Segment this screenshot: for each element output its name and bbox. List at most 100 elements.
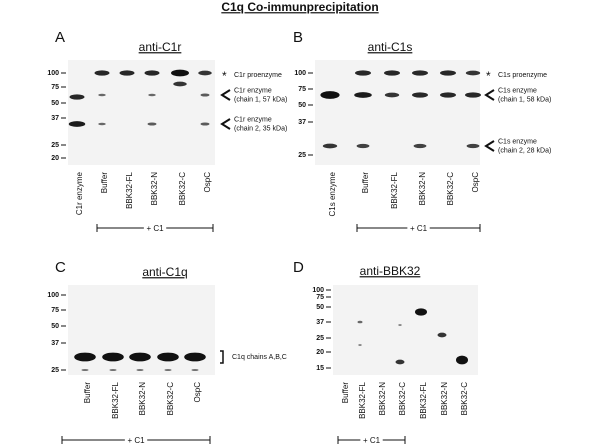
band bbox=[119, 70, 135, 76]
marker-label: 25 bbox=[51, 142, 59, 149]
marker-label: 15 bbox=[316, 365, 324, 372]
band bbox=[466, 143, 480, 149]
group-label: + C1 bbox=[146, 224, 164, 233]
panel-letter: C bbox=[55, 259, 66, 276]
band bbox=[440, 70, 456, 76]
band bbox=[157, 352, 179, 362]
annotation-text: C1q chains A,B,C bbox=[232, 354, 287, 361]
band bbox=[412, 70, 428, 76]
band bbox=[354, 92, 372, 98]
panel-letter: A bbox=[55, 29, 65, 46]
band bbox=[356, 143, 370, 149]
lane-label: C1s enzyme bbox=[328, 171, 337, 216]
panel-title: anti-C1q bbox=[142, 265, 187, 279]
panel-title: anti-C1r bbox=[139, 40, 182, 54]
band bbox=[456, 355, 468, 365]
arrow bbox=[220, 118, 231, 130]
annotation-text: (chain 2, 28 kDa) bbox=[498, 147, 551, 154]
marker-label: 50 bbox=[51, 100, 59, 107]
band bbox=[465, 70, 481, 76]
band bbox=[129, 352, 151, 362]
lane-label: BBK32-FL bbox=[358, 381, 367, 418]
marker-label: 100 bbox=[294, 70, 306, 77]
band bbox=[398, 324, 402, 326]
panel-letter: D bbox=[293, 259, 304, 276]
band bbox=[171, 69, 189, 77]
marker-label: 100 bbox=[47, 70, 59, 77]
marker-label: 37 bbox=[51, 340, 59, 347]
group-label: + C1 bbox=[410, 224, 428, 233]
band bbox=[94, 70, 110, 76]
band bbox=[109, 368, 117, 372]
annotation-text: (chain 1, 57 kDa) bbox=[234, 96, 287, 103]
lane-label: BBK32-N bbox=[440, 382, 449, 416]
marker-label: 75 bbox=[298, 86, 306, 93]
lane-label: Buffer bbox=[100, 172, 109, 194]
lane-label: C1r enzyme bbox=[75, 171, 84, 215]
band bbox=[357, 320, 363, 324]
band bbox=[164, 368, 172, 372]
blot bbox=[315, 60, 480, 165]
band bbox=[144, 70, 160, 76]
band bbox=[465, 92, 481, 98]
marker-label: 75 bbox=[51, 84, 59, 91]
lane-label: BBK32-C bbox=[166, 382, 175, 416]
lane-label: OspC bbox=[471, 172, 480, 193]
marker-label: 20 bbox=[51, 155, 59, 162]
lane-label: BBK32-FL bbox=[111, 381, 120, 418]
marker-label: 50 bbox=[298, 102, 306, 109]
band bbox=[148, 93, 156, 97]
marker-label: 75 bbox=[51, 307, 59, 314]
group-label: + C1 bbox=[363, 436, 381, 445]
band bbox=[358, 344, 362, 346]
bracket bbox=[220, 350, 224, 364]
marker-label: 25 bbox=[51, 367, 59, 374]
arrow bbox=[484, 140, 495, 152]
band bbox=[81, 368, 89, 372]
lane-label: BBK32-N bbox=[150, 172, 159, 206]
band bbox=[415, 308, 427, 316]
annotation-text: C1r proenzyme bbox=[234, 72, 282, 79]
marker-label: 25 bbox=[316, 335, 324, 342]
lane-label: Buffer bbox=[83, 382, 92, 404]
lane-label: BBK32-FL bbox=[390, 171, 399, 208]
marker-label: 25 bbox=[298, 152, 306, 159]
band bbox=[98, 93, 106, 97]
lane-label: BBK32-N bbox=[378, 382, 387, 416]
panel-title: anti-C1s bbox=[368, 40, 413, 54]
band bbox=[384, 92, 400, 98]
annotation-text: C1s proenzyme bbox=[498, 72, 547, 79]
band bbox=[184, 352, 206, 362]
annotation-text: (chain 2, 35 kDa) bbox=[234, 125, 287, 132]
band bbox=[69, 94, 85, 100]
lane-label: BBK32-FL bbox=[419, 381, 428, 418]
band bbox=[98, 122, 106, 126]
band bbox=[68, 121, 86, 127]
band bbox=[413, 143, 427, 149]
lane-label: BBK32-N bbox=[418, 172, 427, 206]
annotation-symbol: * bbox=[222, 69, 227, 83]
marker-label: 20 bbox=[316, 349, 324, 356]
band bbox=[191, 368, 199, 372]
annotation-text: C1s enzyme bbox=[498, 87, 537, 94]
lane-label: BBK32-C bbox=[460, 382, 469, 416]
lane-label: OspC bbox=[193, 382, 202, 403]
band bbox=[136, 368, 144, 372]
lane-label: BBK32-N bbox=[138, 382, 147, 416]
lane-label: BBK32-FL bbox=[125, 171, 134, 208]
lane-label: BBK32-C bbox=[178, 172, 187, 206]
blot bbox=[68, 60, 215, 165]
group-label: + C1 bbox=[127, 436, 145, 445]
marker-label: 100 bbox=[47, 292, 59, 299]
band bbox=[173, 81, 187, 87]
band bbox=[437, 332, 447, 338]
band bbox=[198, 70, 212, 76]
panel-title: anti-BBK32 bbox=[360, 264, 421, 278]
annotation-text: C1r enzyme bbox=[234, 116, 272, 123]
marker-label: 37 bbox=[51, 115, 59, 122]
blot bbox=[333, 285, 478, 375]
annotation-text: C1s enzyme bbox=[498, 138, 537, 145]
lane-label: Buffer bbox=[361, 172, 370, 194]
annotation-text: C1r enzyme bbox=[234, 87, 272, 94]
